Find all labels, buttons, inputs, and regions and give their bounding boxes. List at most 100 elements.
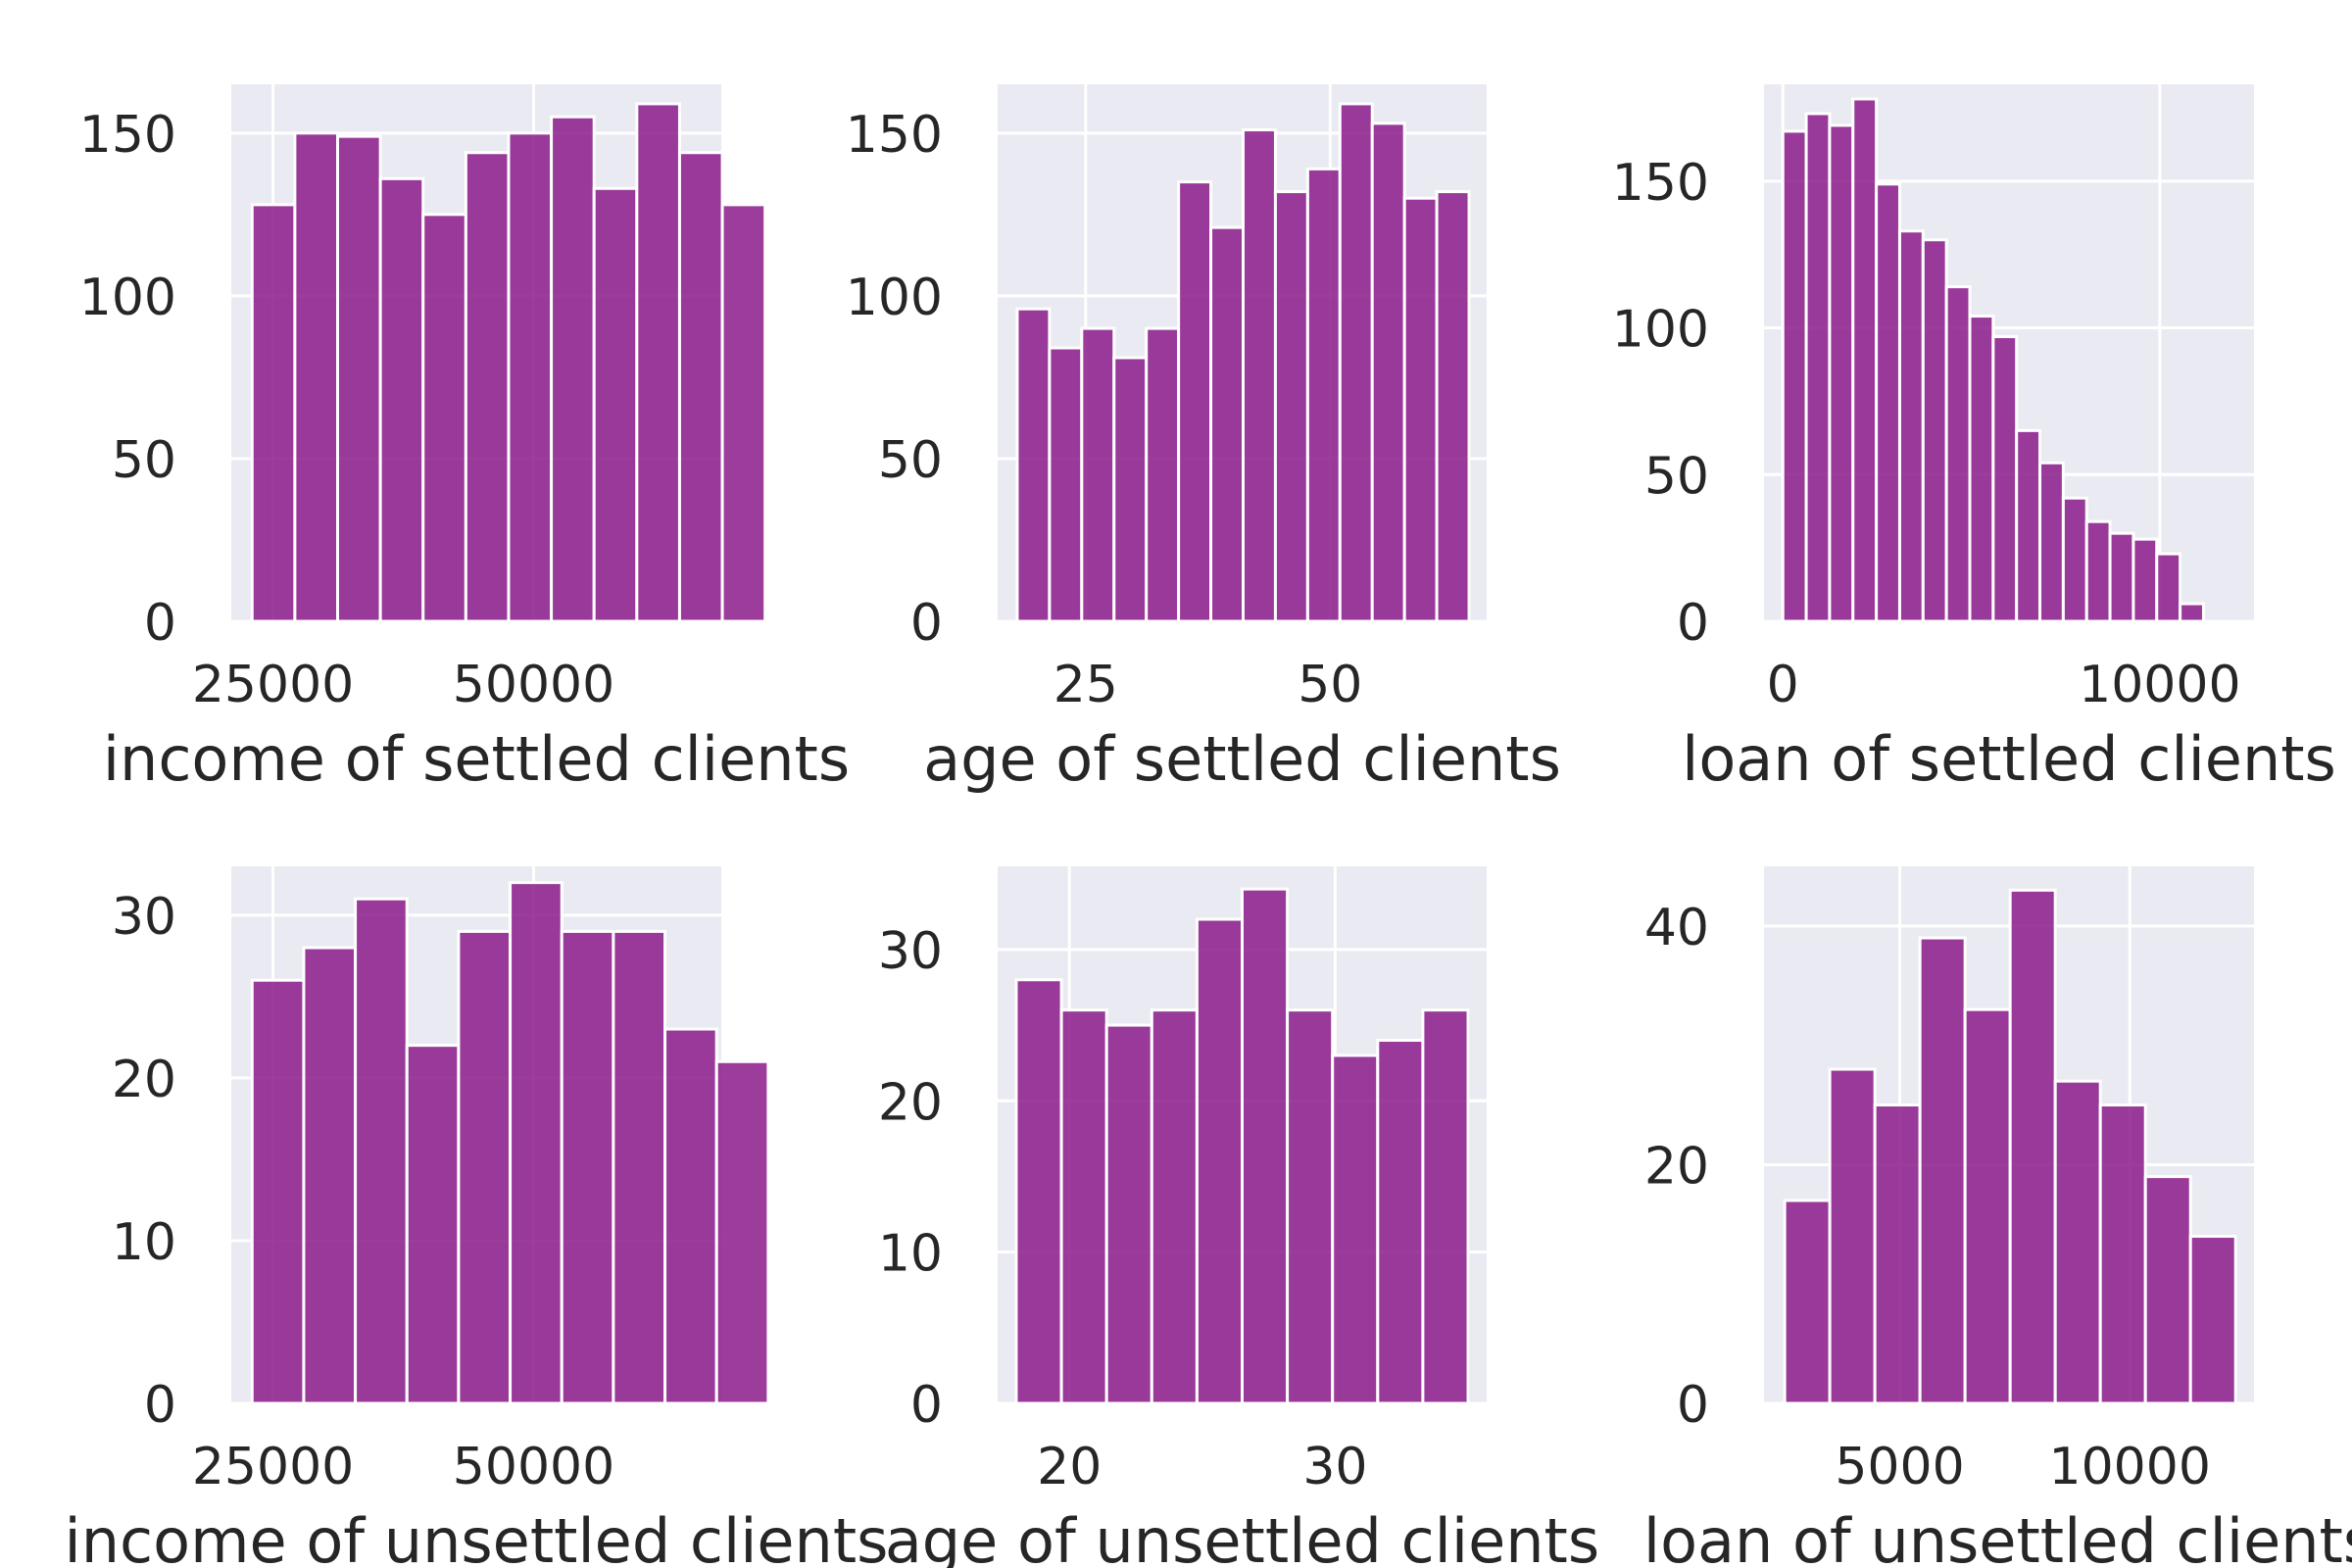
x-axis-label: income of unsettled clients: [65, 1505, 889, 1568]
x-tick-label: 0: [1767, 656, 1799, 714]
histogram-bar: [2084, 519, 2112, 623]
histogram-bar: [293, 131, 340, 623]
subplot-6: 0 20 40 5000 10000 loan of unsettled clients: [1643, 866, 2352, 1568]
histogram-bar: [1145, 326, 1181, 623]
histogram-bar: [1331, 1054, 1380, 1405]
y-tick-label: 150: [1612, 154, 1709, 213]
histogram-bar: [2098, 1103, 2147, 1405]
x-tick-label: 20: [1037, 1438, 1102, 1496]
histogram-bar: [1783, 1199, 1832, 1405]
histogram-bar: [677, 151, 724, 623]
histogram-bar: [1963, 1007, 2012, 1405]
histogram-bar: [1048, 346, 1084, 623]
histogram-bar: [1921, 238, 1948, 623]
histogram-bar: [1828, 123, 1855, 623]
y-tick-label: 0: [1677, 1376, 1709, 1435]
histogram-bar: [2053, 1079, 2102, 1405]
y-tick-label: 50: [878, 431, 943, 490]
subplot-2: 0 50 100 150 25 50 age of settled clients: [846, 84, 1561, 795]
histogram-bar: [1177, 180, 1213, 623]
histogram-bar: [1968, 315, 1995, 623]
y-tick-label: 150: [846, 106, 943, 165]
histogram-bar: [1851, 97, 1879, 623]
histogram-bar: [1991, 335, 2019, 623]
y-tick-label: 100: [79, 269, 176, 327]
x-axis-label: age of unsettled clients: [885, 1505, 1599, 1568]
histogram-bar: [1305, 167, 1342, 623]
histogram-bar: [1804, 112, 1832, 623]
histogram-bar: [2155, 552, 2182, 623]
y-tick-label: 0: [910, 1376, 943, 1435]
x-tick-label: 10000: [2079, 656, 2240, 714]
histogram-bar: [1286, 1008, 1335, 1405]
histogram-bar: [2108, 531, 2135, 623]
y-tick-label: 150: [79, 106, 176, 165]
histogram-bar: [663, 1027, 718, 1405]
histogram-bar: [1104, 1023, 1153, 1405]
histogram-bar: [1875, 182, 1901, 623]
histogram-bar: [2188, 1235, 2237, 1405]
y-tick-label: 10: [112, 1213, 176, 1272]
histogram-bar: [1195, 917, 1244, 1405]
histogram-bar: [1370, 122, 1406, 623]
histogram-bar: [457, 929, 513, 1405]
histogram-bar: [720, 203, 767, 623]
x-tick-label: 50000: [453, 656, 614, 714]
histogram-bar: [354, 897, 409, 1405]
histogram-bar: [2015, 428, 2042, 623]
y-tick-label: 10: [878, 1225, 943, 1284]
histogram-bar: [1828, 1067, 1877, 1405]
x-tick-label: 25000: [192, 656, 354, 714]
histogram-bar: [464, 151, 511, 623]
histogram-bar: [1241, 127, 1277, 623]
y-tick-label: 0: [144, 1376, 176, 1435]
y-tick-label: 100: [846, 269, 943, 327]
y-tick-label: 30: [112, 888, 176, 947]
histogram-bar: [1873, 1103, 1922, 1405]
histogram-bar: [1080, 326, 1116, 623]
histogram-bar: [1015, 307, 1052, 623]
subplot-3: 0 50 100 150 0 10000 loan of settled clients: [1612, 84, 2336, 795]
y-tick-label: 0: [144, 594, 176, 653]
histogram-bar: [560, 929, 615, 1405]
histogram-bar: [1402, 196, 1439, 623]
histogram-bar: [1150, 1008, 1199, 1405]
histogram-bar: [2143, 1175, 2192, 1405]
histogram-bar: [1338, 102, 1374, 623]
y-tick-label: 100: [1612, 301, 1709, 360]
y-tick-label: 50: [112, 431, 176, 490]
y-tick-label: 0: [1677, 594, 1709, 653]
x-tick-label: 50000: [453, 1438, 614, 1496]
histogram-bar: [1421, 1008, 1470, 1405]
x-tick-label: 5000: [1835, 1438, 1964, 1496]
histogram-bar: [1435, 190, 1471, 623]
histogram-bar: [1918, 936, 1967, 1405]
y-tick-label: 20: [1644, 1137, 1709, 1196]
x-axis-label: loan of settled clients: [1682, 723, 2336, 795]
histogram-bar: [302, 946, 358, 1405]
x-tick-label: 25000: [192, 1438, 354, 1496]
histogram-bar: [509, 881, 564, 1405]
histogram-bar: [1781, 129, 1808, 623]
histogram-bar: [1059, 1008, 1108, 1405]
histogram-bar: [612, 929, 667, 1405]
x-tick-label: 30: [1302, 1438, 1367, 1496]
histogram-bar: [378, 176, 425, 623]
histogram-bar: [2038, 461, 2065, 623]
histogram-bar: [2008, 888, 2057, 1405]
histogram-bar: [592, 186, 639, 623]
y-tick-label: 30: [878, 922, 943, 981]
histogram-bar: [635, 102, 681, 623]
histogram-bar: [250, 978, 306, 1405]
y-tick-label: 0: [910, 594, 943, 653]
histogram-bar: [421, 213, 467, 623]
histogram-bar: [1376, 1039, 1425, 1405]
y-tick-label: 40: [1644, 899, 1709, 957]
y-tick-label: 20: [878, 1073, 943, 1132]
y-tick-label: 50: [1644, 447, 1709, 506]
x-axis-label: income of settled clients: [103, 723, 850, 795]
histogram-bar: [1014, 978, 1063, 1405]
histogram-bar: [507, 131, 554, 623]
x-axis-label: age of settled clients: [923, 723, 1561, 795]
